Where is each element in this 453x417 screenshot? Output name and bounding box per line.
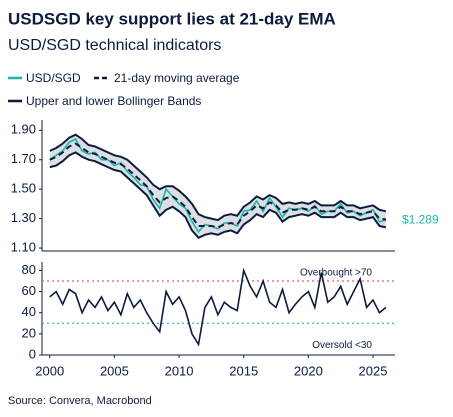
legend-label: 21-day moving average	[114, 71, 240, 85]
y-tick-label: 80	[22, 262, 36, 277]
reference-label: Oversold <30	[312, 340, 372, 351]
y-tick-label: 1.90	[11, 122, 36, 137]
x-tick-label: 2010	[165, 363, 194, 378]
x-tick-label: 2020	[294, 363, 323, 378]
x-tick-label: 2005	[100, 363, 129, 378]
y-tick-label: 1.50	[11, 181, 36, 196]
legend-label: USD/SGD	[26, 71, 81, 85]
band-fill	[49, 134, 386, 238]
legend-label: Upper and lower Bollinger Bands	[26, 94, 201, 108]
x-tick-label: 2000	[35, 363, 64, 378]
band-line	[49, 151, 387, 240]
series-line	[49, 267, 387, 347]
source-note: Source: Convera, Macrobond	[8, 395, 152, 407]
chart-subtitle: USD/SGD technical indicators	[8, 37, 221, 54]
y-tick-label: 0	[29, 346, 36, 361]
y-tick-label: 20	[22, 325, 36, 340]
band-line	[49, 133, 387, 222]
y-tick-label: 1.70	[11, 151, 36, 166]
y-tick-label: 1.10	[11, 239, 36, 254]
series-line	[49, 142, 387, 229]
reference-label: Overbought >70	[300, 268, 372, 279]
x-tick-label: 2025	[359, 363, 388, 378]
y-tick-label: 60	[22, 283, 36, 298]
value-annotation: $1.289	[402, 212, 439, 226]
y-tick-label: 40	[22, 304, 36, 319]
y-tick-label: 1.30	[11, 210, 36, 225]
x-tick-label: 2015	[229, 363, 258, 378]
chart-title: USDSGD key support lies at 21-day EMA	[8, 9, 336, 28]
